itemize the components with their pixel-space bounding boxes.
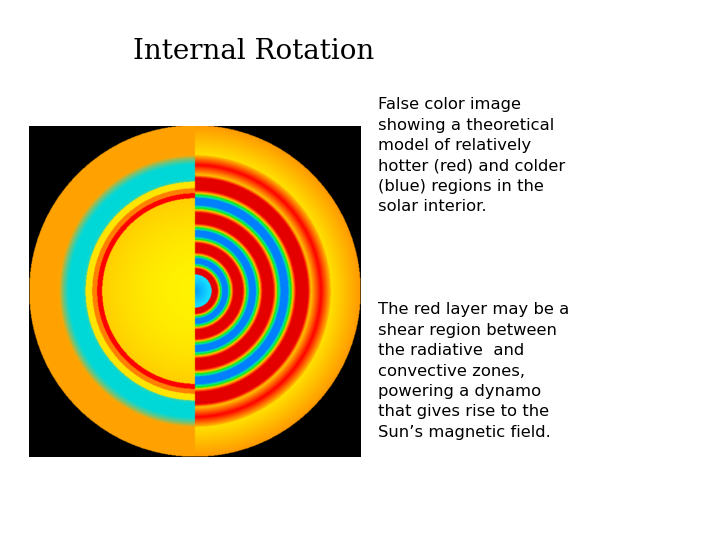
Text: Internal Rotation: Internal Rotation <box>133 38 374 65</box>
Text: False color image
showing a theoretical
model of relatively
hotter (red) and col: False color image showing a theoretical … <box>378 97 565 214</box>
Text: The red layer may be a
shear region between
the radiative  and
convective zones,: The red layer may be a shear region betw… <box>378 302 570 440</box>
